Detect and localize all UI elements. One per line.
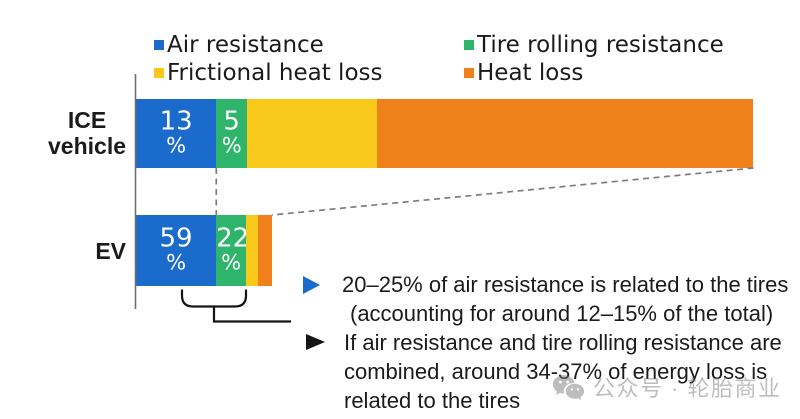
legend-swatch: [154, 68, 164, 78]
annotation-text: 20–25% of air resistance is related to t…: [342, 270, 788, 328]
bar-ice-vehicle: 13% 5%: [136, 99, 754, 168]
segment-value-label: 5%: [216, 106, 247, 158]
segment-percent-sign: %: [166, 250, 187, 275]
legend-label: Tire rolling resistance: [477, 32, 724, 58]
legend-label: Heat loss: [477, 60, 584, 86]
triangle-bullet-icon: [306, 334, 325, 350]
triangle-bullet-icon: [303, 276, 320, 294]
annotation-line: related to the tires: [344, 388, 521, 413]
segment-percent-sign: %: [166, 133, 187, 158]
segment-tire-rolling-resistance: 5%: [216, 99, 248, 168]
legend-item-heat-loss: Heat loss: [464, 61, 583, 85]
category-label-line: vehicle: [48, 133, 126, 159]
segment-value: 59: [159, 223, 193, 254]
segment-value-label: 59%: [136, 223, 216, 275]
segment-frictional-heat-loss: [246, 215, 259, 286]
legend-swatch: [464, 40, 474, 50]
category-label-ice-vehicle: ICE vehicle: [48, 107, 126, 159]
segment-frictional-heat-loss: [247, 99, 377, 168]
legend-swatch: [464, 68, 474, 78]
legend-swatch: [154, 40, 164, 50]
segment-value-label: 13%: [136, 106, 216, 158]
segment-percent-sign: %: [221, 250, 242, 275]
legend-item-air-resistance: Air resistance: [154, 33, 324, 57]
legend-label: Air resistance: [167, 32, 324, 58]
category-label-ev: EV: [95, 238, 126, 264]
watermark-text: 公众号 · 轮胎商业: [593, 375, 782, 401]
bracket-connector: [212, 306, 291, 323]
segment-value-label: 22%: [216, 223, 250, 275]
legend-item-tire-rolling-resistance: Tire rolling resistance: [464, 33, 724, 57]
annotation-line: If air resistance and tire rolling resis…: [344, 330, 782, 355]
bar-ev: 59% 22%: [136, 215, 272, 286]
segment-air-resistance: 59%: [136, 215, 217, 286]
legend-item-frictional-heat-loss: Frictional heat loss: [154, 61, 382, 85]
segment-tire-rolling-resistance: 22%: [216, 215, 250, 286]
category-label-line: EV: [95, 238, 126, 264]
dashed-guide-diagonal: [271, 167, 754, 216]
segment-heat-loss: [258, 215, 272, 286]
segment-heat-loss: [376, 99, 754, 168]
segment-percent-sign: %: [221, 133, 242, 158]
wechat-icon: [552, 375, 585, 401]
annotation-item: 20–25% of air resistance is related to t…: [303, 270, 800, 328]
segment-air-resistance: 13%: [136, 99, 217, 168]
segment-value: 13: [159, 106, 193, 137]
watermark: 公众号 · 轮胎商业: [552, 374, 782, 402]
category-label-line: ICE: [67, 107, 107, 133]
segment-value: 22: [216, 223, 250, 254]
legend-label: Frictional heat loss: [167, 60, 383, 86]
annotation-line: (accounting for around 12–15% of the tot…: [350, 301, 774, 326]
segment-value: 5: [223, 106, 240, 137]
bracket-under-ev-bar: [180, 289, 248, 308]
annotation-line: 20–25% of air resistance is related to t…: [342, 272, 789, 297]
